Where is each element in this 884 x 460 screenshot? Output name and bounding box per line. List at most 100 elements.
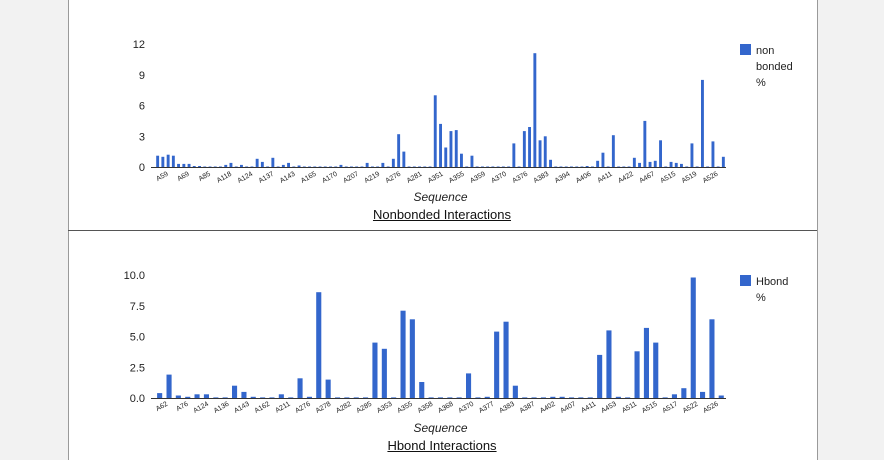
bar [194,394,200,398]
x-tick-label: A278 [315,401,333,415]
bar [224,164,228,167]
bar [716,166,720,168]
bar [460,153,463,167]
x-tick-label: A59 [155,171,169,183]
y-tick-label: 7.5 [130,301,145,313]
bar [559,396,565,398]
bar [706,166,710,168]
y-tick-label: 6 [139,101,145,113]
bar [601,152,605,167]
x-tick-label: A207 [342,171,360,185]
x-tick-label: A519 [681,171,699,185]
x-tick-label: A407 [559,401,577,415]
bar [507,166,511,168]
bar [229,162,233,167]
bar [428,397,434,398]
panel-divider [68,230,817,231]
bar [617,166,621,168]
bar [313,166,317,168]
bar [622,166,626,168]
x-tick-label: A511 [621,401,638,415]
x-tick-label: A383 [533,171,551,185]
y-tick-label: 9 [139,70,145,82]
bar [381,162,385,167]
bar [711,141,715,167]
bar [344,166,348,168]
bar [213,397,219,398]
x-tick-label: A526 [702,171,720,185]
hbond-caption[interactable]: Hbond Interactions [387,438,497,453]
bar [419,382,425,398]
x-tick-label: A422 [617,171,635,185]
bar [653,342,659,398]
bar [543,136,547,168]
bar [175,395,181,398]
bar [157,393,163,398]
x-tick-label: A353 [376,401,394,415]
bar [625,397,631,398]
bar [365,162,369,167]
x-tick-label: A351 [427,171,445,185]
bar [234,166,238,168]
bar [466,373,472,398]
bar [643,327,649,398]
x-tick-label: A276 [294,401,312,415]
bar [484,396,490,398]
bar [669,161,673,167]
bar [360,166,364,168]
bar [219,166,222,168]
bar [182,163,186,167]
bar [241,391,247,398]
bar [245,166,249,168]
bar [517,166,521,168]
nonbonded-caption[interactable]: Nonbonded Interactions [372,207,512,222]
bar [648,161,652,167]
bar [339,164,343,167]
x-tick-label: A211 [274,401,291,415]
bar [423,166,427,168]
bar [376,166,380,168]
bar [329,166,332,168]
bar [486,166,490,168]
bar [250,166,254,168]
x-tick-label: A62 [155,401,169,413]
bar [456,397,462,398]
bar [559,166,563,168]
bar [381,348,387,398]
y-tick-label: 10.0 [124,270,145,282]
bar [528,127,531,167]
bar [512,385,518,398]
x-tick-label: A453 [600,401,618,415]
legend-swatch [740,44,751,55]
bar [701,79,704,167]
bar [232,385,238,398]
bar [591,166,594,168]
x-tick-label: A162 [254,401,272,415]
bar [287,162,290,167]
bar [662,397,668,398]
bar [260,397,266,398]
bar [222,397,228,398]
bar [659,140,662,167]
bar [269,397,275,398]
bar [718,395,724,398]
bar [335,397,341,398]
bar [418,166,421,168]
legend-label: bonded [756,61,793,73]
bar [575,166,579,168]
bar [192,166,196,167]
bar [643,120,647,167]
bar [444,147,448,167]
bar [177,163,180,167]
x-axis-label: Sequence [413,190,467,204]
bar [549,159,552,167]
x-tick-label: A165 [300,171,318,185]
bar [700,391,706,398]
bar [316,292,322,398]
bar [503,321,509,398]
x-tick-label: A76 [175,401,189,413]
bar [250,396,256,398]
bar [281,164,285,167]
